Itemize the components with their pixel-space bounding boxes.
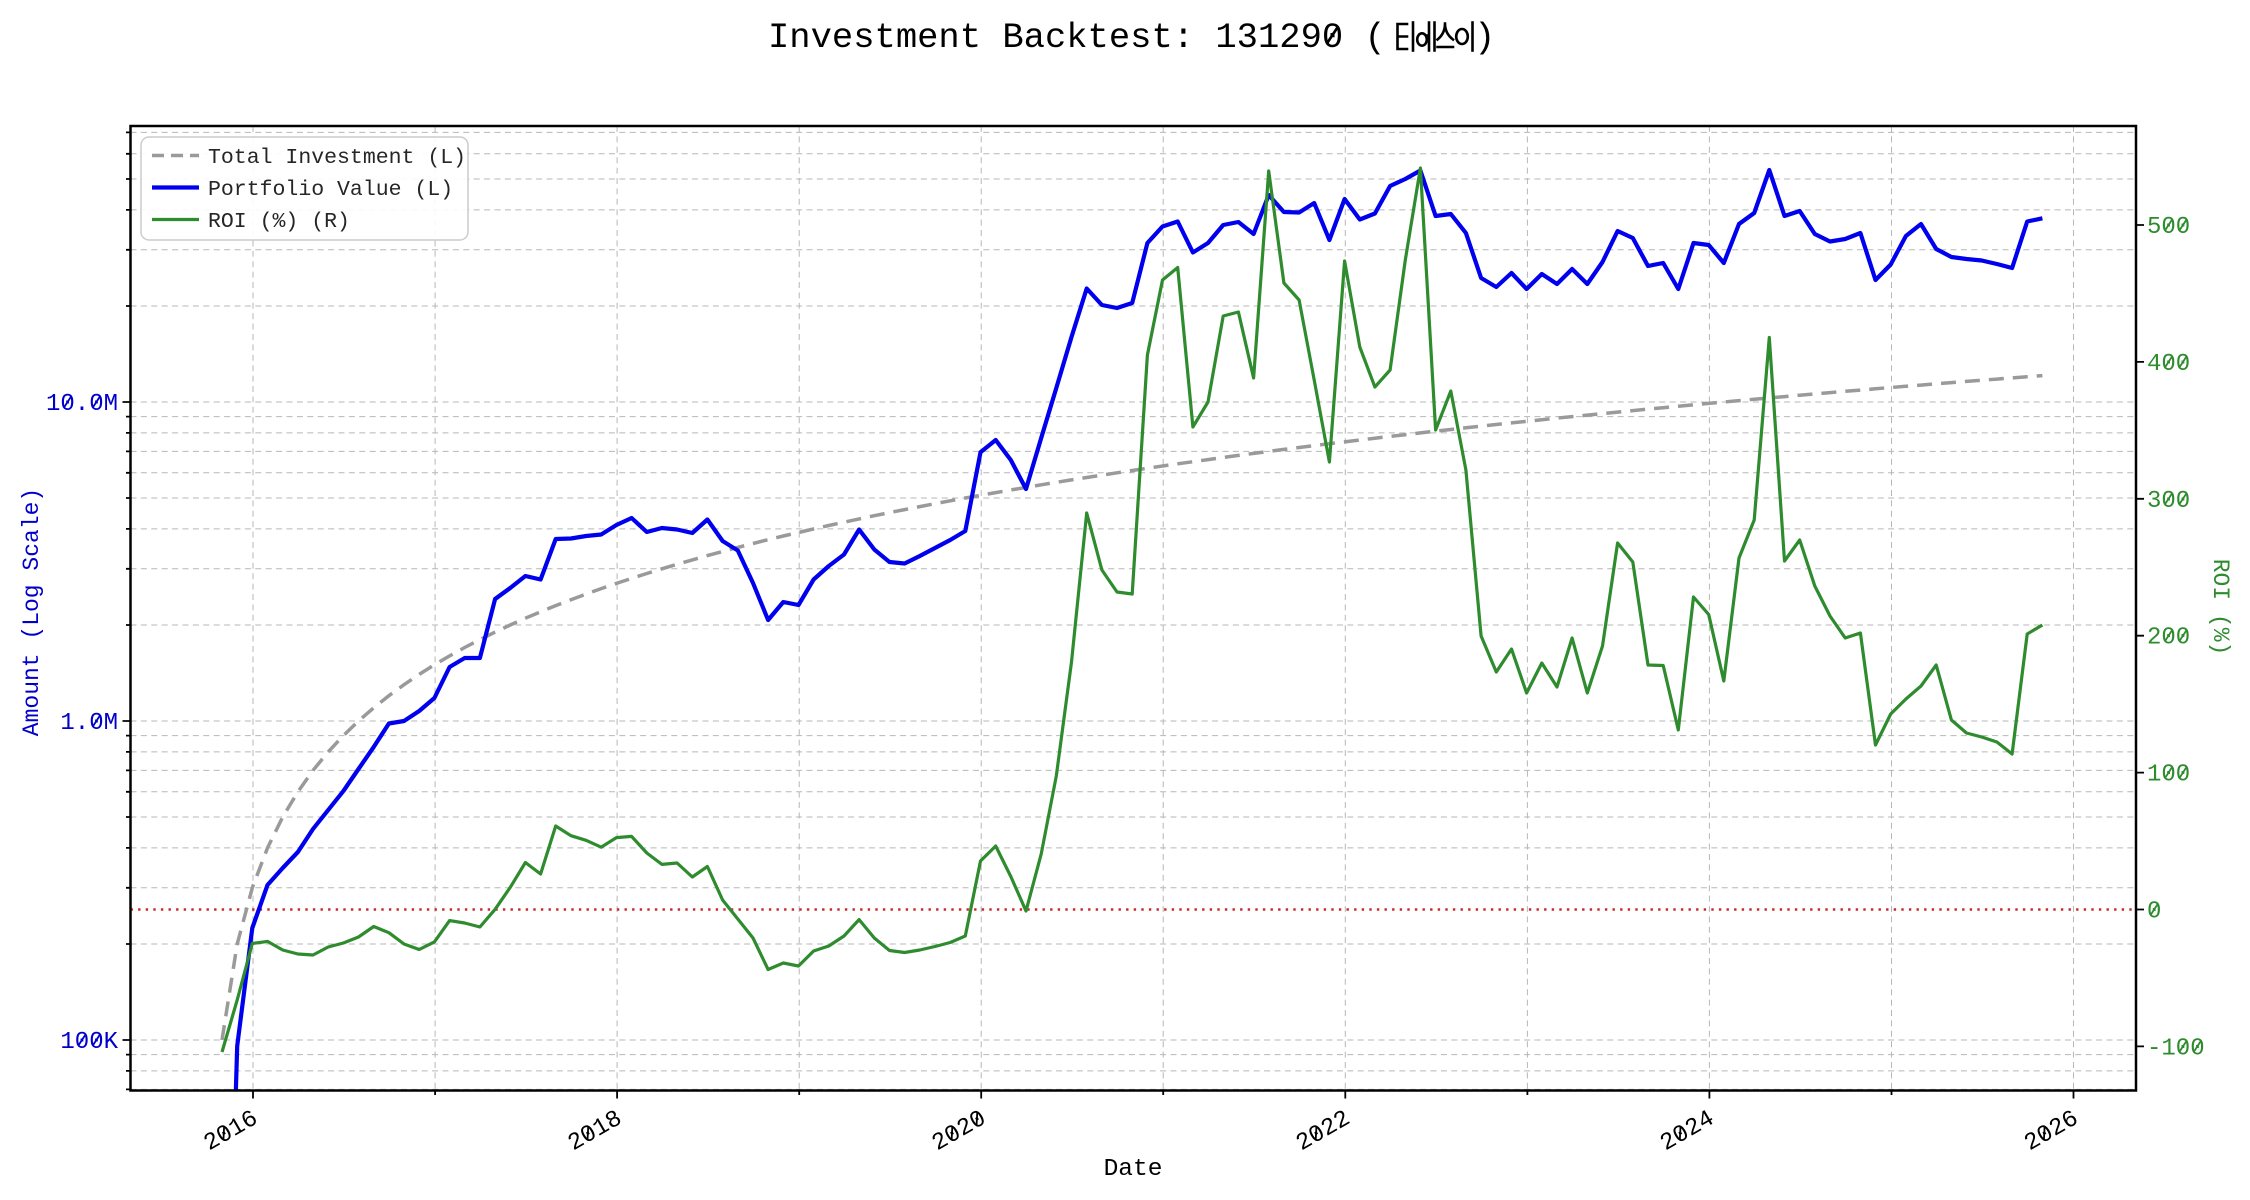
svg-text:): ) bbox=[1474, 17, 1495, 58]
svg-text:Investment Backtest: 131290 (: Investment Backtest: 131290 ( bbox=[768, 17, 1386, 58]
svg-text:ROI (%) (R): ROI (%) (R) bbox=[208, 210, 350, 234]
svg-text:500: 500 bbox=[2147, 214, 2190, 241]
svg-text:Portfolio Value (L): Portfolio Value (L) bbox=[208, 178, 453, 202]
svg-text:300: 300 bbox=[2147, 488, 2190, 515]
svg-text:Date: Date bbox=[1104, 1156, 1163, 1183]
svg-text:100: 100 bbox=[2147, 762, 2190, 789]
svg-text:0: 0 bbox=[2147, 899, 2161, 926]
svg-text:10.0M: 10.0M bbox=[46, 391, 118, 418]
svg-text:100K: 100K bbox=[60, 1029, 118, 1056]
svg-text:400: 400 bbox=[2147, 351, 2190, 378]
svg-text:200: 200 bbox=[2147, 625, 2190, 652]
svg-text:Amount (Log Scale): Amount (Log Scale) bbox=[19, 488, 45, 736]
svg-text:ROI (%): ROI (%) bbox=[2207, 559, 2233, 656]
svg-text:Total Investment (L): Total Investment (L) bbox=[208, 146, 466, 170]
svg-text:1.0M: 1.0M bbox=[60, 710, 118, 737]
